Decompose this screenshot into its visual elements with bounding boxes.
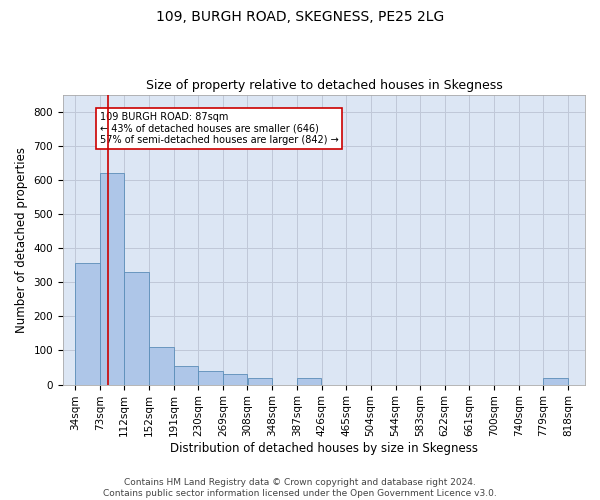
Bar bbox=[76, 264, 100, 384]
Text: Contains HM Land Registry data © Crown copyright and database right 2024.
Contai: Contains HM Land Registry data © Crown c… bbox=[103, 478, 497, 498]
Bar bbox=[174, 366, 198, 384]
Y-axis label: Number of detached properties: Number of detached properties bbox=[15, 146, 28, 332]
Bar bbox=[248, 378, 272, 384]
Bar bbox=[544, 378, 568, 384]
Text: 109, BURGH ROAD, SKEGNESS, PE25 2LG: 109, BURGH ROAD, SKEGNESS, PE25 2LG bbox=[156, 10, 444, 24]
Bar bbox=[297, 378, 322, 384]
Bar bbox=[100, 173, 124, 384]
Bar bbox=[199, 371, 223, 384]
Text: 109 BURGH ROAD: 87sqm
← 43% of detached houses are smaller (646)
57% of semi-det: 109 BURGH ROAD: 87sqm ← 43% of detached … bbox=[100, 112, 338, 145]
X-axis label: Distribution of detached houses by size in Skegness: Distribution of detached houses by size … bbox=[170, 442, 478, 455]
Bar bbox=[223, 374, 247, 384]
Bar bbox=[149, 347, 173, 385]
Title: Size of property relative to detached houses in Skegness: Size of property relative to detached ho… bbox=[146, 79, 502, 92]
Bar bbox=[124, 272, 149, 384]
